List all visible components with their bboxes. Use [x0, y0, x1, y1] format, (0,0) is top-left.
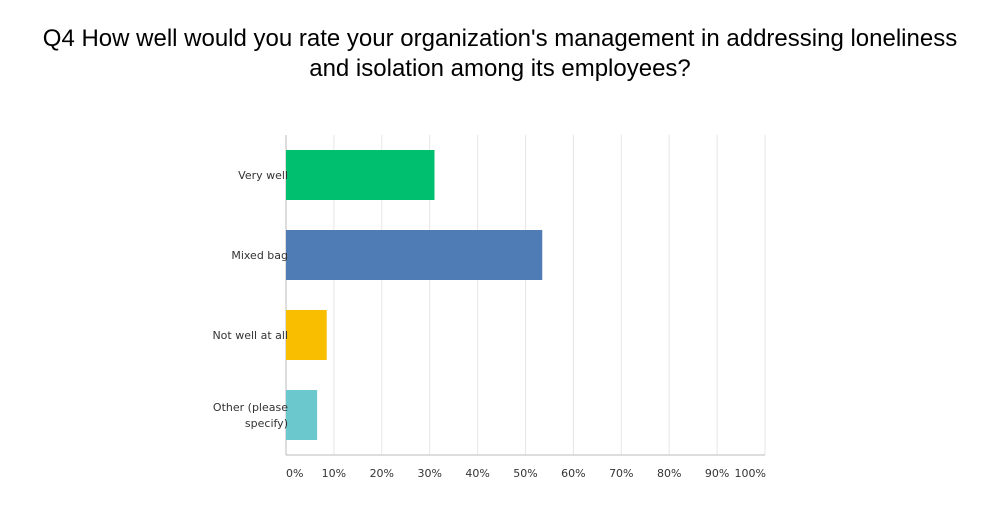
x-tick-label: 90% — [705, 467, 729, 480]
category-label: Mixed bag — [231, 249, 288, 262]
bar — [286, 390, 318, 440]
category-label: Other (please specify) — [213, 401, 288, 430]
category-label: Very well — [238, 169, 288, 182]
x-tick-label: 30% — [417, 467, 441, 480]
chart-title: Q4 How well would you rate your organiza… — [42, 25, 958, 82]
x-tick-label: 80% — [657, 467, 681, 480]
bar — [286, 310, 327, 360]
category-label: Not well at all — [212, 329, 288, 342]
x-tick-label: 100% — [735, 467, 766, 480]
x-tick-label: 60% — [561, 467, 585, 480]
x-tick-label: 70% — [609, 467, 633, 480]
x-tick-label: 50% — [513, 467, 537, 480]
bar — [286, 150, 435, 200]
x-tick-label: 0% — [286, 467, 303, 480]
x-tick-label: 10% — [322, 467, 346, 480]
x-tick-label: 20% — [370, 467, 394, 480]
x-tick-label: 40% — [465, 467, 489, 480]
bar — [286, 230, 543, 280]
